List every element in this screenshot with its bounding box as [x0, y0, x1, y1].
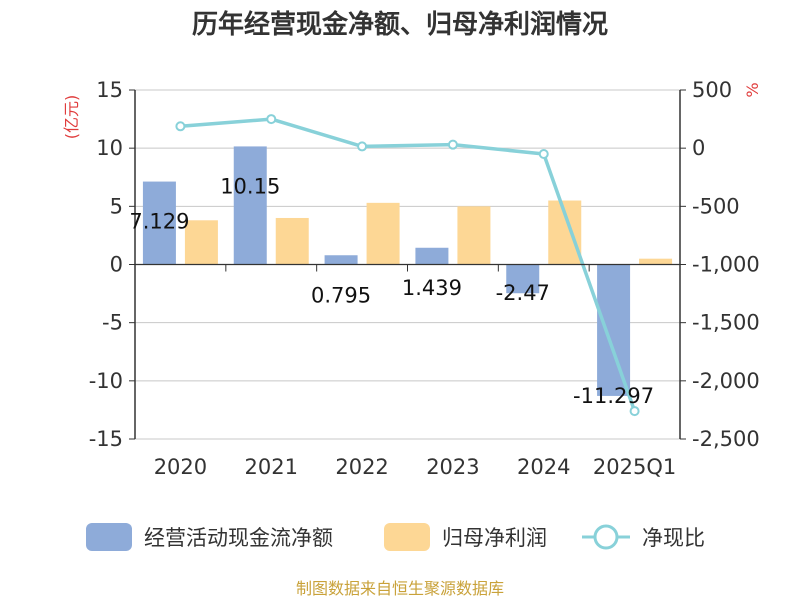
- category-label: 2023: [426, 455, 479, 479]
- legend-label-profit: 归母净利润: [442, 526, 547, 550]
- category-label: 2024: [517, 455, 570, 479]
- category-label: 2025Q1: [593, 455, 676, 479]
- ratio-point: [266, 114, 277, 125]
- ratio-point: [629, 406, 640, 417]
- legend-swatch-profit: [384, 523, 430, 551]
- cashflow-value-label: 10.15: [220, 174, 280, 198]
- cashflow-value-label: -2.47: [496, 281, 550, 305]
- left-tick-label: 0: [110, 253, 123, 277]
- cashflow-bar: [597, 264, 631, 396]
- left-tick-label: 15: [96, 78, 123, 102]
- left-tick-label: -5: [102, 311, 123, 335]
- left-tick-label: -10: [89, 369, 123, 393]
- legend-swatch-cashflow: [86, 523, 132, 551]
- right-tick-label: -2,000: [692, 369, 760, 393]
- data-labels: 7.129 10.15 0.795 1.439 -2.47 -11.297: [129, 174, 654, 408]
- right-axis: 500 0 -500 -1,000 -1,500 -2,000 -2,500: [679, 78, 760, 451]
- legend-label-cashflow: 经营活动现金流净额: [144, 526, 333, 550]
- ratio-point: [175, 121, 186, 132]
- cashflow-value-label: -11.297: [573, 384, 654, 408]
- category-label: 2022: [335, 455, 388, 479]
- bars: [142, 146, 673, 396]
- cashflow-bar: [233, 146, 267, 265]
- right-tick-label: 500: [692, 78, 732, 102]
- profit-bar: [275, 217, 309, 265]
- ratio-line: [175, 114, 640, 417]
- cashflow-bar: [415, 247, 449, 265]
- left-tick-label: 10: [96, 136, 123, 160]
- category-label: 2021: [245, 455, 298, 479]
- profit-bar: [457, 206, 491, 265]
- right-axis-unit: %: [743, 82, 762, 97]
- ratio-point: [447, 139, 458, 150]
- cashflow-bar: [142, 181, 176, 265]
- ratio-point: [357, 141, 368, 152]
- cashflow-value-label: 1.439: [402, 276, 462, 300]
- left-axis-unit: (亿元): [62, 95, 81, 140]
- source-note: 制图数据来自恒生聚源数据库: [296, 579, 504, 598]
- cashflow-bar: [506, 264, 540, 294]
- right-tick-label: 0: [692, 136, 705, 160]
- chart-title: 历年经营现金净额、归母净利润情况: [192, 9, 608, 40]
- category-label: 2020: [154, 455, 207, 479]
- legend-label-ratio: 净现比: [642, 526, 705, 550]
- cashflow-value-label: 0.795: [311, 283, 371, 307]
- left-axis: 15 10 5 0 -5 -10 -15: [89, 78, 136, 451]
- legend-swatch-ratio-marker: [593, 524, 619, 550]
- right-tick-label: -500: [692, 194, 740, 218]
- legend: 经营活动现金流净额 归母净利润 净现比: [86, 523, 705, 551]
- cashflow-value-label: 7.129: [129, 210, 189, 234]
- cashflow-bar: [324, 255, 358, 265]
- left-tick-label: 5: [110, 194, 123, 218]
- right-tick-label: -2,500: [692, 427, 760, 451]
- left-tick-label: -15: [89, 427, 123, 451]
- x-axis: 2020 2021 2022 2023 2024 2025Q1: [134, 263, 681, 479]
- right-tick-label: -1,500: [692, 311, 760, 335]
- ratio-line-path: [180, 117, 637, 412]
- profit-bar: [366, 202, 400, 265]
- profit-bar: [184, 220, 218, 265]
- ratio-point: [538, 148, 549, 159]
- right-tick-label: -1,000: [692, 253, 760, 277]
- profit-bar: [639, 258, 673, 265]
